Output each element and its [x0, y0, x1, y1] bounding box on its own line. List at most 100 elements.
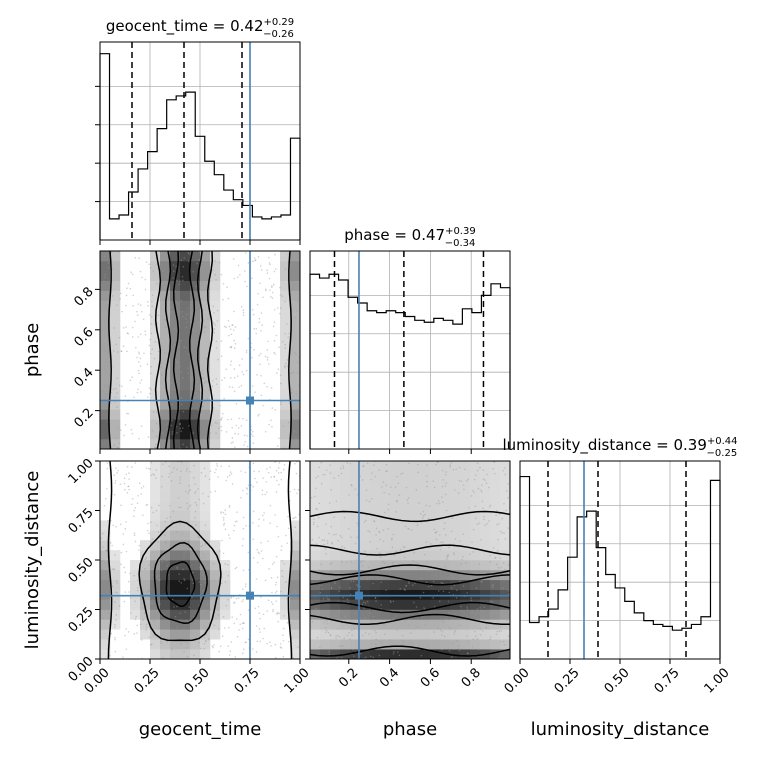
density-cell: [420, 510, 431, 521]
sample-point: [378, 531, 381, 534]
density-cell: [290, 270, 300, 281]
sample-point: [150, 542, 153, 544]
sample-point: [251, 385, 254, 387]
sample-point: [128, 472, 130, 474]
density-cell: [430, 560, 441, 571]
sample-point: [326, 542, 329, 545]
sample-point: [159, 439, 162, 442]
sample-point: [343, 547, 346, 549]
density-cell: [140, 619, 151, 630]
sample-point: [175, 265, 177, 268]
density-cell: [320, 569, 331, 581]
sample-point: [401, 643, 404, 646]
density-cell: [420, 560, 431, 571]
sample-point: [287, 336, 289, 338]
sample-point: [439, 548, 442, 551]
sample-point: [471, 541, 473, 544]
sample-point: [186, 641, 189, 644]
sample-point: [344, 616, 346, 618]
density-cell: [500, 470, 510, 482]
sample-point: [153, 474, 156, 476]
density-cell: [130, 560, 141, 571]
sample-point: [473, 630, 476, 633]
sample-point: [480, 490, 483, 493]
density-cell: [470, 560, 481, 571]
y-tick-label: 0.2: [71, 406, 96, 431]
density-cell: [290, 260, 300, 272]
sample-point: [228, 334, 230, 337]
sample-point: [277, 307, 279, 309]
sample-point: [335, 500, 338, 503]
sample-point: [340, 561, 343, 563]
sample-point: [350, 484, 353, 487]
sample-point: [220, 511, 222, 513]
sample-point: [127, 485, 130, 488]
sample-point: [125, 304, 127, 307]
density-cell: [180, 389, 191, 400]
density-cell: [450, 490, 461, 501]
density-cell: [330, 461, 341, 472]
sample-point: [286, 359, 289, 361]
density-cell: [210, 409, 221, 420]
sample-point: [274, 643, 277, 646]
sample-point: [231, 483, 234, 485]
density-cell: [190, 629, 201, 640]
density-cell: [440, 569, 451, 581]
sample-point: [216, 465, 219, 467]
sample-point: [351, 629, 353, 631]
sample-point: [360, 561, 362, 563]
sample-point: [505, 509, 507, 512]
density-cell: [210, 260, 221, 272]
sample-point: [378, 654, 381, 657]
sample-point: [405, 584, 407, 587]
density-cell: [370, 540, 381, 551]
sample-point: [453, 613, 456, 616]
sample-point: [400, 473, 402, 475]
sample-point: [179, 479, 181, 481]
density-cell: [190, 589, 201, 600]
sample-point: [370, 478, 373, 481]
density-cell: [170, 389, 181, 400]
sample-point: [279, 294, 282, 296]
sample-point: [172, 277, 174, 279]
sample-point: [489, 554, 492, 557]
sample-point: [179, 340, 182, 342]
sample-point: [220, 512, 222, 514]
sample-point: [201, 544, 204, 547]
sample-point: [460, 605, 462, 608]
density-cell: [160, 619, 171, 630]
density-cell: [160, 419, 171, 430]
sample-point: [407, 624, 409, 626]
sample-point: [214, 421, 217, 424]
sample-point: [107, 352, 109, 354]
sample-point: [230, 597, 233, 599]
sample-point: [176, 360, 178, 362]
sample-point: [205, 412, 208, 414]
contour-line: [310, 574, 510, 586]
sample-point: [230, 418, 233, 421]
sample-point: [295, 255, 298, 258]
sample-point: [242, 373, 245, 376]
sample-point: [157, 314, 160, 317]
density-cell: [420, 569, 431, 581]
sample-point: [313, 495, 316, 498]
sample-point: [139, 304, 142, 306]
sample-point: [226, 418, 229, 421]
sample-point: [114, 396, 117, 398]
density-cell: [170, 639, 181, 650]
sample-point: [338, 636, 341, 638]
density-cell: [280, 300, 291, 311]
density-cell: [150, 599, 161, 610]
density-cell: [400, 470, 411, 482]
sample-point: [137, 579, 139, 582]
sample-point: [318, 466, 321, 469]
sample-point: [362, 565, 364, 567]
density-cell: [480, 461, 491, 472]
sample-point: [337, 634, 339, 637]
sample-point: [480, 581, 483, 583]
sample-point: [489, 561, 492, 563]
sample-point: [258, 518, 260, 521]
sample-point: [166, 565, 169, 567]
sample-point: [150, 315, 153, 318]
density-cell: [110, 350, 121, 361]
